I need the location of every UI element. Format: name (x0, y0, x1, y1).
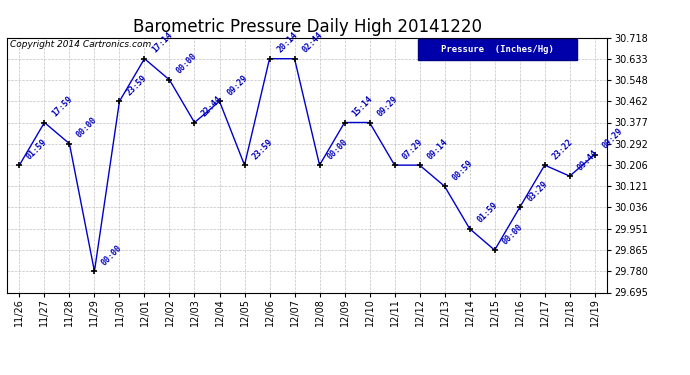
Text: 00:00: 00:00 (100, 243, 124, 267)
Text: 09:29: 09:29 (225, 73, 249, 97)
Text: 00:00: 00:00 (325, 137, 349, 161)
Text: 09:14: 09:14 (425, 137, 449, 161)
Text: Copyright 2014 Cartronics.com: Copyright 2014 Cartronics.com (10, 40, 151, 49)
Text: 09:44: 09:44 (575, 148, 600, 172)
Text: 17:14: 17:14 (150, 30, 174, 54)
Text: Pressure  (Inches/Hg): Pressure (Inches/Hg) (441, 45, 554, 54)
Text: 00:00: 00:00 (500, 222, 524, 246)
Text: 23:59: 23:59 (250, 137, 274, 161)
Text: 00:00: 00:00 (175, 52, 199, 76)
Text: 15:14: 15:14 (350, 94, 374, 118)
Text: 22:44: 22:44 (200, 94, 224, 118)
Text: 01:59: 01:59 (25, 137, 49, 161)
Text: 23:22: 23:22 (550, 137, 574, 161)
Text: 03:29: 03:29 (525, 179, 549, 203)
Text: 09:29: 09:29 (375, 94, 400, 118)
Text: 02:44: 02:44 (300, 30, 324, 54)
Text: 20:14: 20:14 (275, 30, 299, 54)
Text: 17:59: 17:59 (50, 94, 74, 118)
Text: 01:59: 01:59 (475, 201, 500, 225)
Title: Barometric Pressure Daily High 20141220: Barometric Pressure Daily High 20141220 (132, 18, 482, 36)
Text: 07:29: 07:29 (400, 137, 424, 161)
Text: 23:59: 23:59 (125, 73, 149, 97)
Text: 00:59: 00:59 (450, 158, 474, 182)
Text: 09:29: 09:29 (600, 126, 624, 150)
FancyBboxPatch shape (418, 39, 578, 60)
Text: 00:00: 00:00 (75, 116, 99, 140)
